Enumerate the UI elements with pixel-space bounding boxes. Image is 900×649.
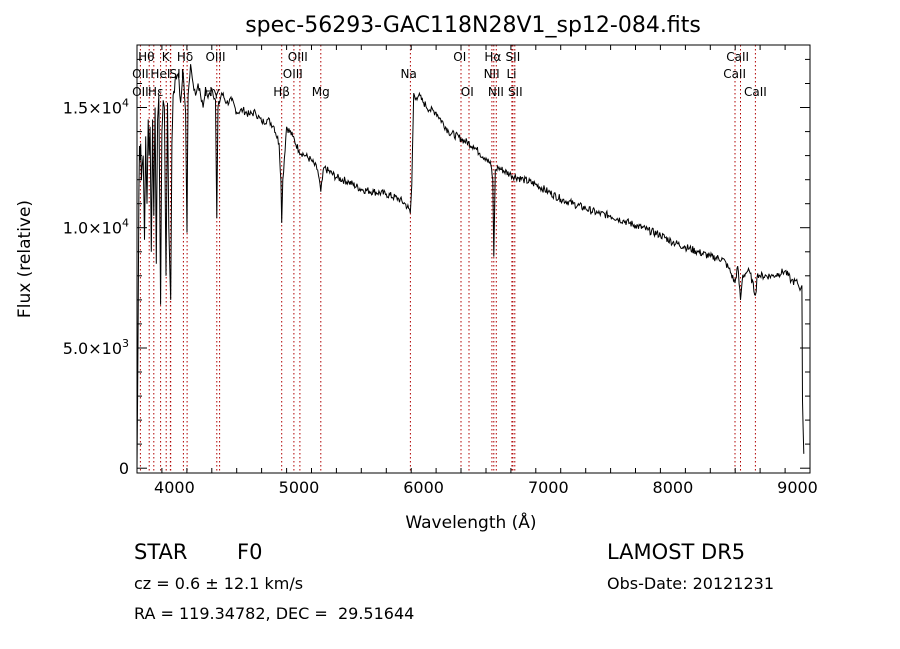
chart-title: spec-56293-GAC118N28V1_sp12-084.fits bbox=[245, 13, 701, 38]
spectrum-line bbox=[136, 64, 805, 469]
x-axis: 4000 5000 6000 7000 8000 9000 bbox=[136, 45, 818, 497]
line-label: HeI bbox=[150, 67, 170, 81]
x-tick-label: 5000 bbox=[279, 478, 320, 497]
spectral-line-markers bbox=[139, 45, 756, 473]
plot-frame bbox=[136, 44, 811, 474]
line-label: OII bbox=[132, 67, 149, 81]
line-label: Na bbox=[401, 67, 417, 81]
redshift-readout: cz = 0.6 ± 12.1 km/s bbox=[134, 574, 304, 593]
line-label: Mg bbox=[312, 85, 330, 99]
line-label: OII bbox=[132, 85, 149, 99]
line-label: CaII bbox=[723, 67, 746, 81]
survey-name: LAMOST DR5 bbox=[607, 540, 746, 564]
line-label: SII bbox=[508, 85, 523, 99]
line-label: Hθ bbox=[138, 50, 154, 64]
line-label: OIII bbox=[205, 50, 225, 64]
x-tick-label: 4000 bbox=[154, 478, 195, 497]
line-label: Hε bbox=[148, 85, 164, 99]
line-label: Hα bbox=[484, 50, 501, 64]
obs-date: Obs-Date: 20121231 bbox=[607, 574, 775, 593]
y-tick-label: 5.0×103 bbox=[63, 337, 129, 358]
line-label: OI bbox=[461, 85, 474, 99]
y-axis: 0 5.0×103 1.0×104 1.5×104 bbox=[63, 58, 810, 478]
x-tick-label: 9000 bbox=[777, 478, 818, 497]
subclass: F0 bbox=[237, 540, 263, 564]
y-tick-label: 0 bbox=[119, 459, 129, 478]
x-tick-label: 6000 bbox=[403, 478, 444, 497]
line-label: Hδ bbox=[177, 50, 193, 64]
line-label: SII bbox=[506, 50, 521, 64]
line-label: OI bbox=[453, 50, 466, 64]
line-label: K bbox=[162, 50, 171, 64]
y-tick-label: 1.5×104 bbox=[63, 97, 129, 118]
y-axis-label: Flux (relative) bbox=[15, 200, 35, 318]
x-tick-label: 7000 bbox=[528, 478, 569, 497]
line-label: OIII bbox=[283, 67, 303, 81]
line-label: SII bbox=[170, 67, 185, 81]
line-label: CaII bbox=[744, 85, 767, 99]
coordinates: RA = 119.34782, DEC = 29.51644 bbox=[134, 604, 415, 623]
line-label: Hγ bbox=[204, 85, 220, 99]
y-tick-label: 1.0×104 bbox=[63, 217, 129, 238]
line-label: OIII bbox=[288, 50, 308, 64]
line-label: NII bbox=[488, 85, 504, 99]
x-axis-label: Wavelength (Å) bbox=[405, 511, 536, 533]
line-label: CaII bbox=[726, 50, 749, 64]
x-tick-label: 8000 bbox=[653, 478, 694, 497]
line-label: NII bbox=[484, 67, 500, 81]
object-class: STAR bbox=[134, 540, 188, 564]
line-label: Li bbox=[506, 67, 516, 81]
line-label: Hβ bbox=[273, 85, 290, 99]
